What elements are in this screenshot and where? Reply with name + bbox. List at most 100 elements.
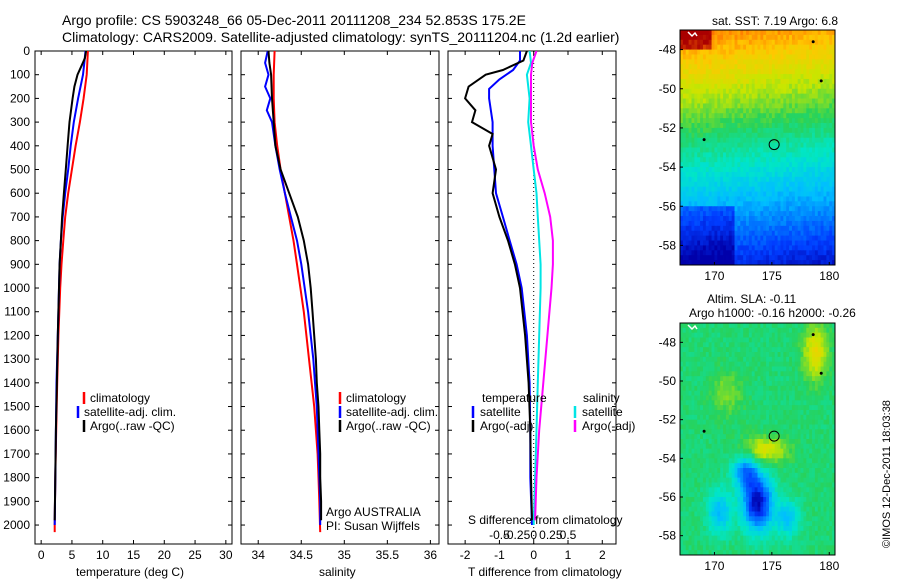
map-cell [803, 69, 807, 75]
map-cell [717, 49, 721, 55]
map-cell [702, 419, 707, 425]
temperature-lines [53, 51, 89, 533]
map-cell [820, 385, 824, 392]
map-cell [754, 492, 758, 498]
map-cell [791, 395, 796, 401]
map-cell [731, 463, 735, 469]
map-cell [731, 255, 735, 261]
map-cell [809, 230, 813, 237]
map-cell [812, 410, 816, 416]
map-cell [829, 186, 833, 192]
map-cell [797, 147, 801, 153]
map-cell [682, 371, 687, 377]
map-cell [700, 201, 704, 207]
map-cell [714, 211, 718, 217]
map-ytick-label: -52 [659, 121, 677, 135]
map-cell [691, 127, 695, 134]
map-cell [809, 439, 813, 445]
map-cell [780, 49, 784, 55]
map-cell [826, 366, 830, 372]
map-cell [708, 216, 712, 222]
map-cell [806, 448, 810, 454]
map-cell [708, 147, 712, 153]
xtick-label: -2 [460, 548, 471, 562]
map-cell [817, 439, 822, 445]
map-cell [754, 400, 758, 406]
map-cell [725, 49, 730, 55]
map-cell [682, 352, 687, 358]
map-cell [763, 356, 767, 363]
map-cell [829, 240, 833, 246]
map-cell [746, 332, 750, 338]
map-cell [823, 497, 827, 503]
map-cell [789, 93, 793, 99]
map-cell [720, 250, 724, 256]
map-cell [777, 127, 781, 134]
map-cell [832, 366, 836, 372]
map-cell [832, 352, 836, 358]
map-cell [814, 506, 819, 512]
map-cell [812, 93, 816, 99]
map-cell [826, 506, 830, 512]
map-cell [814, 30, 819, 36]
map-cell [777, 468, 781, 474]
map-cell [714, 366, 718, 372]
map-cell [746, 103, 750, 109]
map-cell [777, 381, 781, 387]
map-cell [829, 83, 833, 90]
map-cell [697, 463, 701, 469]
map-cell [763, 492, 767, 498]
map-cell [685, 419, 690, 425]
map-cell [694, 230, 698, 237]
map-cell [771, 477, 776, 483]
map-cell [757, 118, 761, 124]
legend-label: climatology [90, 391, 150, 405]
map-cell [812, 181, 816, 188]
map-cell [791, 127, 796, 134]
map-cell [700, 376, 704, 382]
map-cell [702, 220, 707, 227]
map-cell [682, 235, 687, 241]
map-cell [774, 118, 778, 124]
map-cell [705, 201, 710, 207]
map-cell [791, 323, 796, 329]
map-cell [829, 64, 833, 70]
map-cell [748, 463, 753, 469]
map-cell [734, 39, 738, 46]
map-cell [723, 487, 727, 493]
sst-map: 170 175 180-48-50-52-54-56-58 [659, 29, 840, 283]
map-cell [820, 142, 824, 148]
map-cell [780, 453, 784, 459]
map-cell [728, 497, 733, 503]
map-cell [682, 39, 687, 46]
map-cell [725, 113, 730, 119]
map-cell [829, 191, 833, 197]
map-cell [786, 171, 790, 178]
map-cell [780, 191, 784, 197]
map-cell [700, 142, 704, 148]
map-cell [746, 414, 750, 421]
map-cell [794, 497, 799, 503]
map-cell [731, 123, 735, 129]
map-cell [714, 482, 718, 488]
map-cell [754, 162, 758, 168]
map-cell [791, 30, 796, 36]
map-cell [697, 137, 701, 144]
map-cell [711, 83, 715, 90]
map-cell [766, 443, 770, 450]
map-cell [786, 240, 790, 246]
map-cell [682, 69, 687, 75]
map-cell [728, 410, 733, 416]
map-cell [777, 49, 781, 55]
map-cell [823, 225, 827, 232]
map-cell [794, 191, 799, 197]
map-cell [826, 439, 830, 445]
map-cell [766, 337, 770, 343]
map-cell [723, 347, 727, 353]
map-cell [771, 186, 776, 192]
map-cell [791, 113, 796, 119]
map-cell [705, 385, 710, 392]
map-cell [737, 337, 741, 343]
map-cell [725, 424, 730, 430]
map-cell [800, 186, 804, 192]
